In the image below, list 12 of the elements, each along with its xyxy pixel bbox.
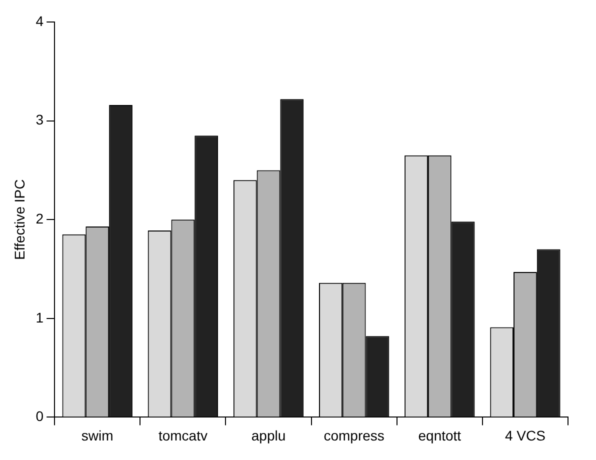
- y-tick-label: 2: [36, 210, 44, 226]
- y-tick-label: 1: [36, 309, 44, 326]
- x-tick-label: eqntott: [418, 427, 462, 444]
- x-tick-label: tomcatv: [158, 427, 208, 444]
- y-axis-title: Effective IPC: [11, 179, 28, 260]
- y-tick-label: 0: [36, 408, 44, 424]
- y-tick-label: 3: [36, 112, 44, 128]
- y-tick-label: 4: [36, 12, 44, 29]
- x-tick-label: compress: [324, 427, 384, 444]
- x-tick-label: 4 VCS: [504, 427, 546, 444]
- x-tick-label: applu: [251, 427, 286, 444]
- x-tick-label: swim: [81, 427, 114, 444]
